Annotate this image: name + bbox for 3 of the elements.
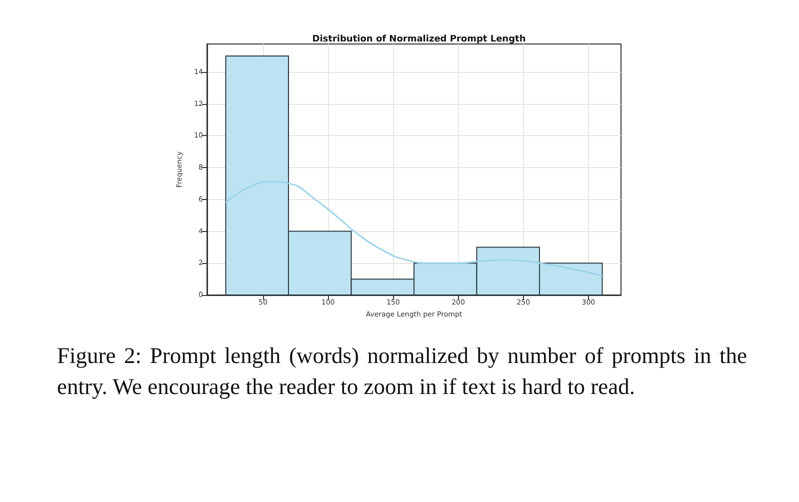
chart-title: Distribution of Normalized Prompt Length [312, 34, 526, 44]
line-series [224, 181, 604, 277]
caption: Figure 2: Prompt length (words) normalized by number of prompts in the entry. We encourage the reader to zoom in if text is hard to read. [57, 342, 747, 401]
